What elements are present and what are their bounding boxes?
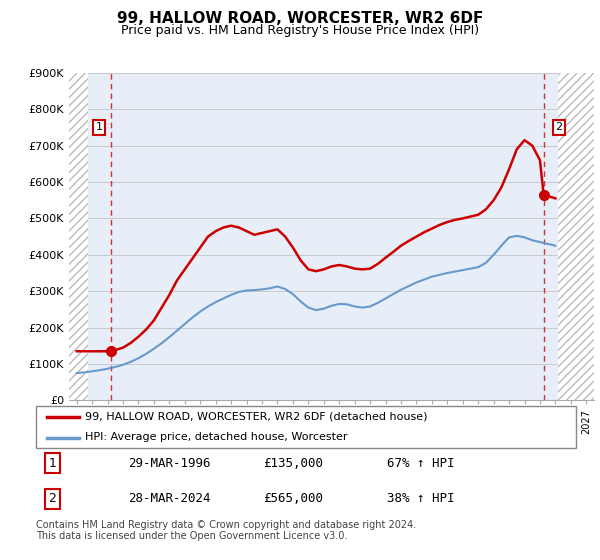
Text: Contains HM Land Registry data © Crown copyright and database right 2024.
This d: Contains HM Land Registry data © Crown c… (36, 520, 416, 542)
Text: 28-MAR-2024: 28-MAR-2024 (128, 492, 211, 505)
Text: 38% ↑ HPI: 38% ↑ HPI (387, 492, 455, 505)
Text: HPI: Average price, detached house, Worcester: HPI: Average price, detached house, Worc… (85, 432, 347, 442)
Text: 29-MAR-1996: 29-MAR-1996 (128, 456, 211, 470)
Text: 1: 1 (95, 123, 103, 132)
Text: 67% ↑ HPI: 67% ↑ HPI (387, 456, 455, 470)
Text: 1: 1 (48, 456, 56, 470)
Text: 2: 2 (556, 123, 563, 132)
Text: 99, HALLOW ROAD, WORCESTER, WR2 6DF: 99, HALLOW ROAD, WORCESTER, WR2 6DF (117, 11, 483, 26)
Text: Price paid vs. HM Land Registry's House Price Index (HPI): Price paid vs. HM Land Registry's House … (121, 24, 479, 37)
Text: 99, HALLOW ROAD, WORCESTER, WR2 6DF (detached house): 99, HALLOW ROAD, WORCESTER, WR2 6DF (det… (85, 412, 427, 422)
Bar (69, 73, 88, 400)
Text: 2: 2 (48, 492, 56, 505)
Bar (559, 73, 594, 400)
Text: £135,000: £135,000 (263, 456, 323, 470)
Text: £565,000: £565,000 (263, 492, 323, 505)
